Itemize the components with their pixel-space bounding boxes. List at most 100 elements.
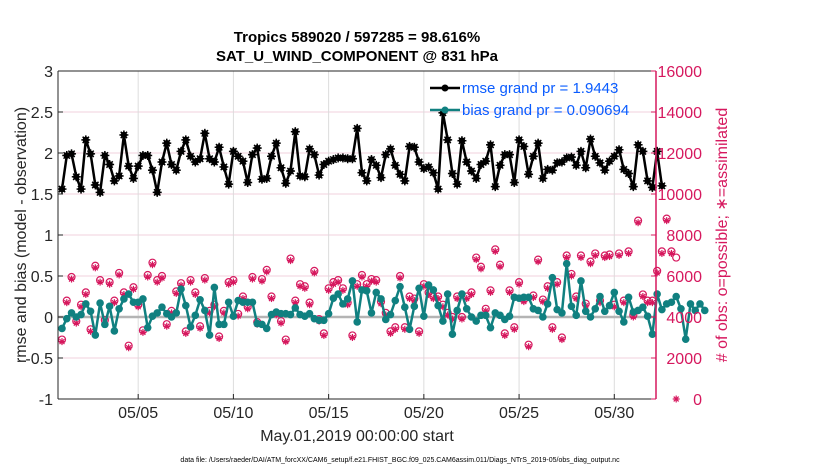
asterisk-stroke (216, 335, 223, 342)
asterisk-stroke (197, 325, 203, 332)
asterisk-stroke (539, 298, 546, 305)
obs-assimilated-point (306, 301, 314, 309)
marker-stroke (520, 142, 528, 151)
y-right-tick-label: 0 (693, 392, 702, 409)
marker-stroke (358, 168, 366, 177)
asterisk-stroke (649, 299, 656, 306)
bias-point (139, 295, 147, 303)
obs-assimilated-point (606, 253, 614, 261)
rmse-point (224, 179, 234, 189)
bias-point (615, 307, 623, 316)
asterisk-stroke (644, 299, 651, 306)
rmse-point (347, 154, 357, 164)
rmse-point (95, 187, 105, 197)
x-axis-ticks: 05/05 05/10 05/15 05/20 05/25 05/30 (118, 394, 634, 422)
bias-point (91, 331, 100, 339)
marker-stroke (105, 160, 114, 169)
marker-stroke (429, 168, 438, 177)
bias-point (320, 316, 328, 325)
bias-point (696, 300, 704, 308)
bias-point (62, 314, 71, 323)
marker-stroke (115, 172, 123, 180)
asterisk-stroke (392, 326, 399, 333)
rmse-point (319, 159, 329, 169)
bias-point (210, 283, 219, 292)
marker-stroke (539, 174, 547, 183)
asterisk-stroke (568, 273, 575, 279)
rmse-point (585, 134, 595, 144)
marker-stroke (658, 182, 666, 190)
rmse-point (495, 160, 505, 170)
bias-point (453, 306, 461, 315)
marker-stroke (148, 166, 157, 174)
rmse-point (200, 128, 210, 138)
bias-point (110, 327, 119, 335)
asterisk-stroke (659, 250, 665, 257)
rmse-point (371, 160, 381, 170)
obs-assimilated-point (115, 271, 123, 279)
y-tick-label: -1 (39, 392, 53, 409)
asterisk-stroke (397, 275, 403, 281)
bias-point (667, 298, 676, 307)
asterisk-stroke (325, 287, 332, 294)
marker-stroke (524, 170, 533, 179)
bias-point (681, 335, 690, 343)
y-tick-label: 2 (44, 146, 53, 163)
bias-point (286, 310, 295, 319)
rmse-point (257, 174, 267, 184)
bias-point (415, 284, 423, 293)
rmse-point (286, 166, 296, 176)
rmse-point (119, 130, 129, 140)
obs-assimilated-point (139, 328, 147, 336)
y-axis-right-label: # of obs: o=possible; ∗=assimilated (714, 108, 731, 362)
bias-point (105, 302, 114, 311)
rmse-point (643, 176, 653, 186)
obs-assimilated-point (148, 261, 156, 269)
asterisk-stroke (297, 283, 303, 290)
asterisk-stroke (511, 326, 518, 333)
rmse-point (428, 168, 438, 178)
grid (58, 71, 656, 399)
bias-point (362, 286, 371, 295)
obs-assimilated-point (191, 290, 199, 298)
marker-stroke (196, 155, 204, 163)
obs-assimilated-point (601, 254, 609, 262)
rmse-point (490, 182, 500, 192)
marker-stroke (291, 127, 300, 136)
asterisk-stroke (359, 274, 365, 280)
obs-assimilated-point (387, 329, 395, 337)
rmse-point (657, 181, 667, 191)
marker-stroke (624, 169, 633, 178)
marker-stroke (267, 152, 276, 160)
obs-assimilated-point (667, 249, 675, 257)
bias-point (472, 317, 481, 325)
obs-assimilated-point (391, 325, 399, 333)
bias-point (229, 312, 238, 320)
rmse-point (176, 146, 186, 156)
asterisk-stroke (125, 344, 132, 351)
y-tick-label: 3 (44, 64, 53, 81)
marker-stroke (101, 151, 109, 160)
marker-stroke (453, 180, 461, 188)
bias-point (186, 323, 195, 331)
marker-stroke (648, 183, 657, 192)
marker-stroke (572, 161, 580, 170)
rmse-point (471, 173, 481, 183)
marker-stroke (77, 185, 85, 193)
asterisk-stroke (144, 274, 151, 280)
marker-stroke (143, 151, 152, 160)
marker-stroke (462, 158, 471, 166)
obs-assimilated-point (487, 288, 495, 296)
y-axis-left-label: rmse and bias (model - observation) (13, 107, 30, 363)
marker-stroke (82, 136, 90, 144)
marker-stroke (548, 166, 557, 174)
rmse-point (195, 154, 205, 164)
obs-assimilated-point (515, 280, 523, 288)
obs-assimilated-point (267, 295, 275, 303)
obs-assimilated-point (672, 395, 680, 403)
rmse-point (252, 143, 262, 153)
rmse-point (633, 140, 643, 150)
marker-stroke (67, 150, 76, 158)
y-tick-label: 2.5 (31, 105, 53, 122)
marker-stroke (353, 124, 361, 133)
